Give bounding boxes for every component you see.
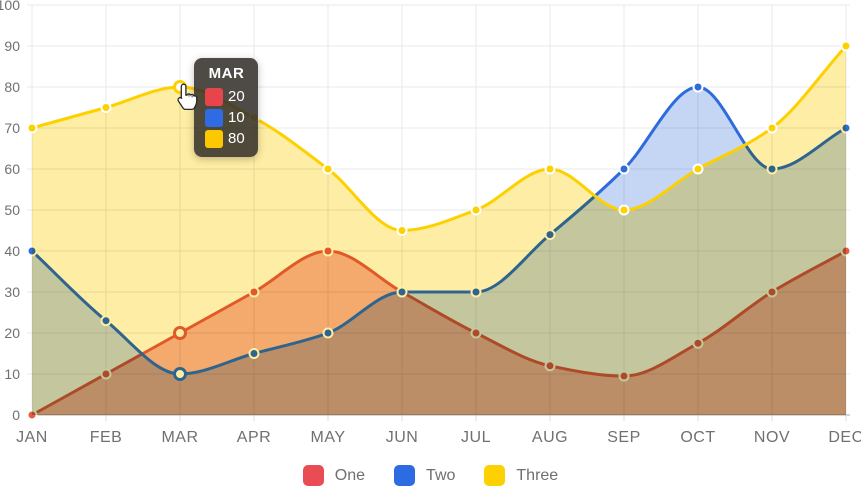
legend-swatch-two: [394, 465, 416, 486]
legend: One Two Three: [0, 465, 861, 486]
y-axis-tick-label: 70: [4, 120, 20, 136]
chart-canvas[interactable]: 0 10 20 30 40 50 60 70 80 90 100 JAN FEB MAR APR MAY JUN…: [0, 0, 861, 460]
y-axis-tick-label: 20: [4, 325, 20, 341]
y-axis-tick-label: 100: [0, 0, 20, 13]
y-axis-tick-label: 30: [4, 284, 20, 300]
x-axis-month-label: MAY: [311, 429, 346, 446]
x-axis-month-label: JAN: [16, 429, 48, 446]
x-axis-month-label: OCT: [680, 429, 715, 446]
tooltip-value-two: 10: [228, 109, 245, 126]
y-axis-tick-label: 60: [4, 161, 20, 177]
legend-label-one: One: [334, 466, 366, 484]
tooltip-value-three: 80: [228, 130, 245, 147]
x-axis-month-label: AUG: [532, 429, 568, 446]
tooltip-swatch-one: [205, 88, 223, 106]
tooltip-row: 80: [205, 130, 248, 148]
x-axis-month-label: FEB: [90, 429, 123, 446]
legend-item-two[interactable]: Two: [394, 465, 455, 486]
legend-item-three[interactable]: Three: [484, 465, 558, 486]
x-axis-month-label: APR: [237, 429, 271, 446]
x-axis-month-label: DEC: [828, 429, 861, 446]
y-axis-tick-label: 0: [12, 407, 20, 423]
tooltip: MAR 20 10 80: [194, 58, 258, 157]
x-axis-month-label: JUL: [461, 429, 491, 446]
tooltip-swatch-three: [205, 130, 223, 148]
y-axis-tick-label: 10: [4, 366, 20, 382]
y-axis-tick-label: 40: [4, 243, 20, 259]
x-axis-month-label: JUN: [386, 429, 419, 446]
tooltip-swatch-two: [205, 109, 223, 127]
legend-label-three: Three: [516, 466, 559, 484]
tooltip-row: 10: [205, 109, 248, 127]
x-axis-month-label: NOV: [754, 429, 790, 446]
legend-swatch-one: [302, 465, 324, 486]
y-axis-tick-label: 90: [4, 38, 20, 54]
tooltip-title: MAR: [208, 65, 245, 82]
legend-swatch-three: [484, 465, 506, 486]
x-axis-month-label: MAR: [161, 429, 198, 446]
legend-label-two: Two: [426, 466, 456, 484]
x-axis-month-label: SEP: [607, 429, 641, 446]
y-axis-tick-label: 50: [4, 202, 20, 218]
y-axis-tick-label: 80: [4, 79, 20, 95]
tooltip-value-one: 20: [228, 88, 245, 105]
tooltip-row: 20: [205, 88, 248, 106]
legend-item-one[interactable]: One: [302, 465, 366, 486]
